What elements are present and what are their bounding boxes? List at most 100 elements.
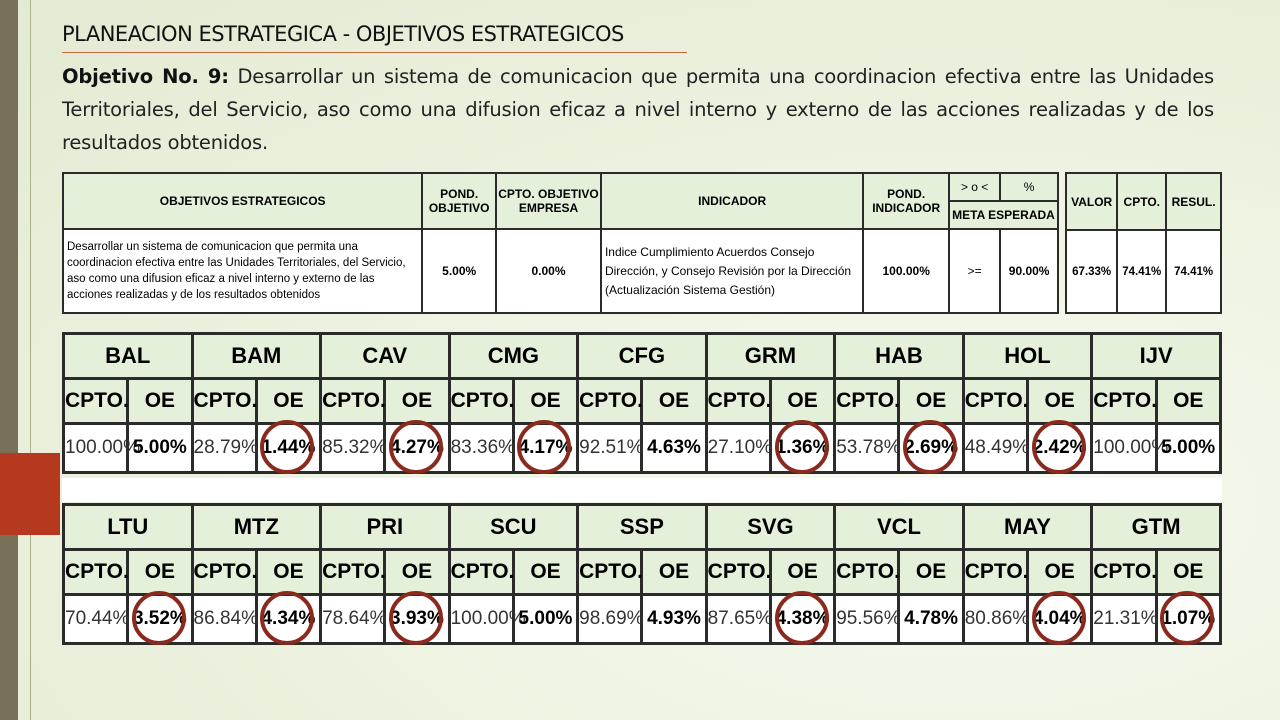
oe-value: 4.78% bbox=[904, 608, 959, 629]
oe-value-cell: 2.69% bbox=[897, 420, 965, 474]
oe-value-cell: 3.52% bbox=[126, 591, 194, 645]
oe-header: OE bbox=[1154, 377, 1223, 425]
oe-value-cell: 4.27% bbox=[383, 420, 451, 474]
oe-header: OE bbox=[511, 548, 580, 596]
header-meta-esperada: META ESPERADA bbox=[947, 200, 1060, 230]
oe-header: OE bbox=[254, 548, 323, 596]
header-cpto-objetivo: CPTO. OBJETIVO EMPRESA bbox=[495, 172, 602, 230]
resul-value: 74.41% bbox=[1165, 229, 1222, 314]
oe-value-cell: 4.93% bbox=[640, 593, 708, 645]
header-indicador: INDICADOR bbox=[599, 172, 865, 230]
cpto-header: CPTO. bbox=[961, 548, 1029, 596]
cpto-value: 80.86% bbox=[961, 593, 1029, 645]
cpto-header: CPTO. bbox=[319, 377, 387, 425]
oe-value-cell: 4.04% bbox=[1025, 591, 1094, 645]
pond-indicador-value: 100.00% bbox=[862, 228, 950, 314]
header-valor: VALOR bbox=[1064, 172, 1119, 231]
oe-value: 5.00% bbox=[132, 437, 187, 458]
cpto-value: 27.10% bbox=[704, 422, 772, 474]
cpto-value: 95.56% bbox=[833, 593, 901, 645]
comparator-value: >= bbox=[947, 228, 1002, 314]
cpto-header: CPTO. bbox=[447, 548, 515, 596]
cpto-value: 74.41% bbox=[1116, 229, 1168, 314]
oe-value-cell: 3.93% bbox=[383, 591, 451, 645]
cpto-value: 86.84% bbox=[190, 593, 258, 645]
oe-value: 5.00% bbox=[1161, 437, 1216, 458]
oe-header: OE bbox=[511, 377, 580, 425]
oe-value-cell: 4.17% bbox=[511, 420, 580, 474]
table-gap bbox=[62, 478, 1222, 502]
cpto-value: 48.49% bbox=[961, 422, 1029, 474]
oe-header: OE bbox=[768, 377, 837, 425]
header-percent: % bbox=[999, 172, 1059, 202]
oe-value-cell: 4.63% bbox=[640, 422, 708, 474]
cpto-value: 21.31% bbox=[1090, 593, 1158, 645]
cpto-value: 87.65% bbox=[704, 593, 772, 645]
highlight-circle bbox=[903, 420, 958, 474]
highlight-circle bbox=[260, 420, 315, 474]
unit-name: SSP bbox=[576, 503, 708, 551]
unit-name: IJV bbox=[1090, 332, 1222, 380]
unit-name: CAV bbox=[319, 332, 451, 380]
highlight-circle bbox=[774, 591, 829, 645]
cpto-header: CPTO. bbox=[833, 377, 901, 425]
pond-objetivo-value: 5.00% bbox=[421, 228, 498, 314]
unit-name: BAM bbox=[190, 332, 323, 380]
highlight-circle bbox=[260, 591, 315, 645]
oe-value-cell: 1.07% bbox=[1154, 591, 1223, 645]
oe-header: OE bbox=[383, 548, 451, 596]
cpto-header: CPTO. bbox=[190, 548, 258, 596]
oe-header: OE bbox=[897, 377, 965, 425]
cpto-value: 92.51% bbox=[576, 422, 644, 474]
unit-name: GTM bbox=[1090, 503, 1222, 551]
oe-value-cell: 5.00% bbox=[511, 593, 580, 645]
units-table-1: BAL BAM CAV CMG CFG GRM HAB HOL IJV CPTO. OE CPTO.… bbox=[61, 332, 1223, 474]
cpto-value: 53.78% bbox=[833, 422, 901, 474]
cpto-header: CPTO. bbox=[447, 377, 515, 425]
cpto-value: 83.36% bbox=[447, 422, 515, 474]
objective-label: Objetivo No. 9: bbox=[62, 65, 229, 88]
cpto-header: CPTO. bbox=[61, 548, 130, 596]
cpto-value: 85.32% bbox=[319, 422, 387, 474]
indicador-cell: Indice Cumplimiento Acuerdos Consejo Dir… bbox=[599, 228, 865, 314]
objective-paragraph: Objetivo No. 9: Desarrollar un sistema d… bbox=[62, 60, 1214, 159]
header-pond-objetivo: POND. OBJETIVO bbox=[421, 172, 498, 230]
highlight-circle bbox=[131, 591, 186, 645]
oe-header: OE bbox=[126, 377, 194, 425]
oe-header: OE bbox=[640, 377, 708, 425]
valor-value: 67.33% bbox=[1064, 229, 1119, 314]
oe-value: 4.63% bbox=[647, 437, 701, 458]
highlight-circle bbox=[388, 420, 443, 474]
unit-name: VCL bbox=[833, 503, 965, 551]
oe-header: OE bbox=[897, 548, 965, 596]
oe-value-cell: 5.00% bbox=[1154, 422, 1223, 474]
unit-name: GRM bbox=[704, 332, 837, 380]
left-decor-bar bbox=[0, 0, 18, 720]
highlight-circle bbox=[388, 591, 443, 645]
unit-name: CFG bbox=[576, 332, 708, 380]
oe-header: OE bbox=[1025, 548, 1094, 596]
oe-value-cell: 1.36% bbox=[768, 420, 837, 474]
cpto-header: CPTO. bbox=[190, 377, 258, 425]
unit-name: LTU bbox=[62, 503, 194, 551]
cpto-value: 78.64% bbox=[319, 593, 387, 645]
objetivo-cell: Desarrollar un sistema de comunicacion q… bbox=[61, 228, 424, 314]
header-comparator: > o < bbox=[947, 172, 1002, 202]
oe-value: 5.00% bbox=[518, 608, 573, 629]
highlight-circle bbox=[774, 420, 829, 474]
header-cpto: CPTO. bbox=[1116, 172, 1168, 231]
cpto-value: 70.44% bbox=[61, 593, 129, 645]
cpto-header: CPTO. bbox=[576, 377, 644, 425]
cpto-header: CPTO. bbox=[1090, 377, 1158, 425]
unit-name: MAY bbox=[961, 503, 1094, 551]
cpto-value: 100.00% bbox=[447, 593, 526, 645]
cpto-value: 100.00% bbox=[1090, 422, 1168, 474]
results-table: VALOR CPTO. RESUL. 67.33% 74.41% 74.41% bbox=[1064, 172, 1222, 314]
unit-name: HAB bbox=[833, 332, 965, 380]
oe-value: 4.93% bbox=[647, 608, 701, 629]
oe-header: OE bbox=[126, 548, 194, 596]
oe-header: OE bbox=[768, 548, 837, 596]
oe-header: OE bbox=[1025, 377, 1094, 425]
unit-name: BAL bbox=[62, 332, 194, 380]
header-pond-indicador: POND. INDICADOR bbox=[862, 172, 950, 230]
